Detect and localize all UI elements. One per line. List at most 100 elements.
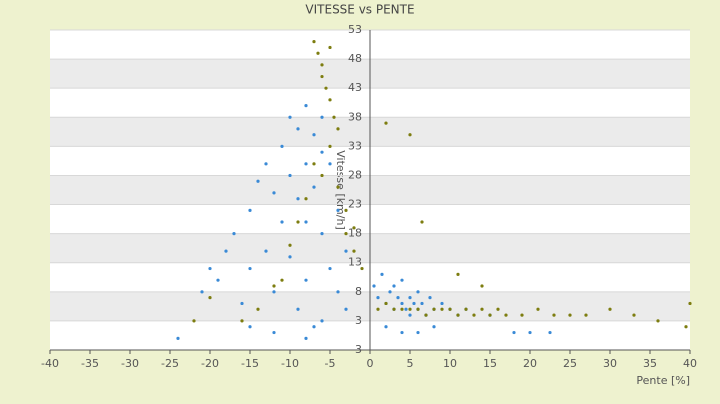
point xyxy=(416,290,420,294)
point xyxy=(296,127,300,131)
point xyxy=(376,296,380,300)
point xyxy=(372,284,376,288)
point xyxy=(548,330,552,335)
point xyxy=(304,220,308,224)
point xyxy=(272,191,276,195)
point xyxy=(440,307,444,311)
y-tick-label: 38 xyxy=(348,110,362,123)
x-tick-label: -35 xyxy=(81,357,99,370)
point xyxy=(360,266,364,271)
point xyxy=(688,301,692,306)
point xyxy=(472,313,476,317)
point xyxy=(384,325,388,329)
point xyxy=(296,197,300,201)
point xyxy=(304,278,308,282)
point xyxy=(568,313,572,317)
point xyxy=(240,301,244,306)
y-tick-label: 23 xyxy=(348,198,362,211)
x-tick-label: 15 xyxy=(483,357,497,370)
x-tick-label: 30 xyxy=(603,357,617,370)
point xyxy=(388,290,392,294)
point xyxy=(396,296,400,300)
point xyxy=(384,121,388,125)
point xyxy=(344,249,348,253)
point xyxy=(352,226,356,230)
point xyxy=(536,307,540,311)
point xyxy=(312,162,316,166)
point xyxy=(684,325,688,329)
point xyxy=(280,144,284,148)
x-tick-label: -40 xyxy=(41,357,59,370)
point xyxy=(288,173,292,178)
point xyxy=(496,307,500,311)
point xyxy=(288,243,292,247)
point xyxy=(320,74,324,79)
point xyxy=(328,162,332,166)
point xyxy=(272,290,276,294)
point xyxy=(264,249,268,253)
point xyxy=(288,255,292,259)
y-tick-label: 48 xyxy=(348,52,362,65)
point xyxy=(264,162,268,166)
point xyxy=(488,313,492,317)
point xyxy=(416,307,420,311)
point xyxy=(224,249,228,253)
point xyxy=(320,319,324,323)
x-axis-label: Pente [%] xyxy=(636,374,690,387)
point xyxy=(344,307,348,311)
x-tick-label: -30 xyxy=(121,357,139,370)
x-tick-label: -10 xyxy=(281,357,299,370)
point xyxy=(520,313,524,317)
x-tick-label: -25 xyxy=(161,357,179,370)
point xyxy=(192,319,196,323)
point xyxy=(240,319,244,323)
point xyxy=(344,232,348,236)
point xyxy=(328,98,332,102)
point xyxy=(248,325,252,329)
point xyxy=(408,296,412,300)
point xyxy=(232,232,236,236)
point xyxy=(320,63,324,67)
point xyxy=(324,86,328,90)
point xyxy=(464,307,468,311)
point xyxy=(440,301,444,306)
point xyxy=(336,290,340,294)
point xyxy=(656,319,660,323)
x-tick-label: 40 xyxy=(683,357,697,370)
chart-title: VITESSE vs PENTE xyxy=(305,3,414,17)
point xyxy=(296,307,300,311)
y-tick-label: 53 xyxy=(348,23,362,36)
point xyxy=(256,307,260,311)
y-tick-label: 18 xyxy=(348,227,362,240)
point xyxy=(420,301,424,306)
point xyxy=(208,266,212,271)
point xyxy=(352,249,356,253)
y-tick-label: 13 xyxy=(348,256,362,269)
y-tick-label: 33 xyxy=(348,139,362,152)
y-tick-label: 8 xyxy=(355,285,362,298)
point xyxy=(312,185,316,189)
point xyxy=(424,313,428,317)
point xyxy=(304,104,308,108)
point xyxy=(480,307,484,311)
point xyxy=(280,278,284,282)
point xyxy=(400,301,404,306)
point xyxy=(412,301,416,306)
point xyxy=(200,290,204,294)
point xyxy=(384,301,388,306)
point xyxy=(376,307,380,311)
x-tick-label: 10 xyxy=(443,357,457,370)
point xyxy=(392,284,396,288)
point xyxy=(632,313,636,317)
point xyxy=(288,115,292,119)
point xyxy=(504,313,508,317)
x-tick-label: 0 xyxy=(367,357,374,370)
point xyxy=(400,278,404,282)
point xyxy=(336,185,340,189)
point xyxy=(392,307,396,311)
point xyxy=(404,307,408,311)
point xyxy=(480,284,484,288)
point xyxy=(316,51,320,55)
point xyxy=(312,40,316,44)
